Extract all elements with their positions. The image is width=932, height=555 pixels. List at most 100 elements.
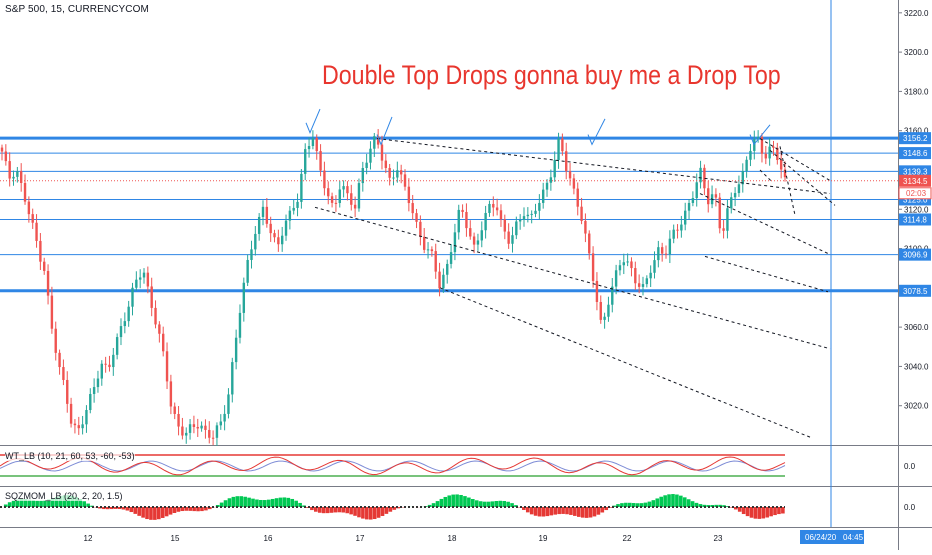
price-tick-label: 3060.0 xyxy=(904,323,929,332)
candle-body xyxy=(385,161,387,168)
candle-body xyxy=(116,337,118,355)
sqz-histogram-bar xyxy=(761,507,765,518)
candle-body xyxy=(542,190,544,203)
candle-body xyxy=(554,160,556,177)
candle-body xyxy=(47,271,49,296)
candle-body xyxy=(438,272,440,289)
candle-body xyxy=(24,183,26,202)
candle-body xyxy=(335,203,337,204)
time-tick-label: 12 xyxy=(84,534,93,543)
candle-body xyxy=(488,204,490,213)
price-level-tag-label: 3148.6 xyxy=(903,149,928,158)
candle-body xyxy=(573,178,575,188)
candle-body xyxy=(450,252,452,264)
candle-body xyxy=(346,186,348,193)
sqz-histogram-bar xyxy=(754,507,758,519)
sqz-histogram-bar xyxy=(255,499,259,507)
candle-body xyxy=(323,171,325,189)
candle-body xyxy=(293,208,295,211)
candle-body xyxy=(174,406,176,413)
candle-body xyxy=(580,207,582,221)
candle-body xyxy=(89,394,91,410)
sqz-histogram-bar xyxy=(750,507,754,518)
candle-body xyxy=(546,183,548,190)
sqz-histogram-bar xyxy=(565,507,569,514)
candle-body xyxy=(308,146,310,149)
candle-body xyxy=(296,202,298,208)
sqz-histogram-bar xyxy=(534,507,538,516)
sqz-histogram-bar xyxy=(247,498,251,507)
candle-body xyxy=(684,211,686,225)
sqz-histogram-bar xyxy=(361,507,365,519)
candle-body xyxy=(730,197,732,208)
candle-body xyxy=(81,424,83,428)
trend-channel-line xyxy=(705,256,828,291)
sqz-histogram-bar xyxy=(357,507,361,517)
candle-body xyxy=(630,261,632,268)
sqz-histogram-bar xyxy=(459,495,463,507)
candle-body xyxy=(162,334,164,352)
candle-body xyxy=(745,160,747,171)
annotation-check-mark xyxy=(750,125,770,145)
candle-body xyxy=(43,262,45,271)
sqz-histogram-bar xyxy=(31,500,35,507)
time-tick-label: 18 xyxy=(448,534,457,543)
sqz-histogram-bar xyxy=(263,500,267,507)
candle-body xyxy=(396,170,398,177)
candle-body xyxy=(469,228,471,236)
candle-body xyxy=(484,213,486,230)
sqz-histogram-bar xyxy=(267,500,271,507)
candle-body xyxy=(388,168,390,178)
price-level-tag-label: 3096.9 xyxy=(903,251,928,260)
sqz-histogram-bar xyxy=(463,496,467,507)
candle-body xyxy=(669,239,671,254)
time-tick-label: 19 xyxy=(539,534,548,543)
candle-body xyxy=(415,213,417,222)
candle-body xyxy=(78,425,80,428)
candle-body xyxy=(692,198,694,203)
candle-body xyxy=(504,219,506,231)
candle-body xyxy=(354,205,356,209)
sqz-histogram-bar xyxy=(369,507,373,520)
sqz-histogram-bar xyxy=(683,497,687,507)
sqz-histogram-bar xyxy=(381,507,385,516)
candle-body xyxy=(534,211,536,214)
candle-body xyxy=(507,232,509,244)
sqz-histogram-bar xyxy=(577,507,581,517)
sqz-histogram-bar xyxy=(141,507,145,518)
candle-body xyxy=(465,212,467,228)
candle-body xyxy=(269,224,271,233)
time-tick-label: 17 xyxy=(356,534,365,543)
candle-body xyxy=(108,365,110,367)
candle-body xyxy=(170,381,172,406)
candle-body xyxy=(411,203,413,213)
candle-body xyxy=(312,138,314,146)
price-tick-label: 3040.0 xyxy=(904,362,929,371)
time-tick-label: 15 xyxy=(171,534,180,543)
candle-body xyxy=(638,283,640,287)
candle-body xyxy=(185,433,187,436)
candle-body xyxy=(208,430,210,438)
candle-body xyxy=(112,355,114,367)
candle-body xyxy=(588,234,590,254)
sqz-histogram-bar xyxy=(659,497,663,507)
sqz-histogram-bar xyxy=(553,507,557,515)
candle-body xyxy=(665,254,667,255)
sqz-histogram-bar xyxy=(542,507,546,517)
wt-zero-tick: 0.0 xyxy=(904,462,916,471)
candle-body xyxy=(584,221,586,234)
candle-body xyxy=(220,421,222,425)
candle-body xyxy=(734,193,736,197)
last-price-label: 3134.5 xyxy=(903,177,928,186)
sqz-histogram-bar xyxy=(471,499,475,507)
sqz-histogram-bar xyxy=(593,507,597,516)
candle-body xyxy=(676,230,678,231)
sqz-histogram-bar xyxy=(133,507,137,514)
candle-body xyxy=(197,427,199,428)
candle-body xyxy=(722,228,724,231)
candle-body xyxy=(615,270,617,286)
candle-body xyxy=(350,193,352,205)
sqz-histogram-bar xyxy=(157,507,161,519)
candle-body xyxy=(189,424,191,433)
